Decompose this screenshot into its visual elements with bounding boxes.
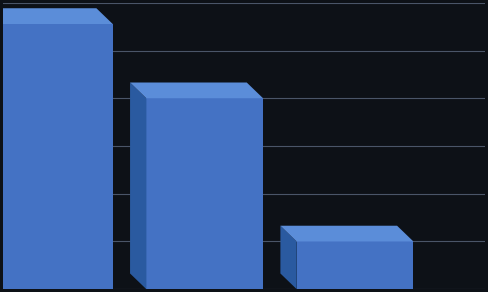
Polygon shape	[130, 83, 263, 98]
Polygon shape	[146, 98, 263, 289]
Polygon shape	[0, 24, 113, 289]
Polygon shape	[130, 83, 146, 289]
Polygon shape	[281, 226, 297, 289]
Polygon shape	[281, 226, 413, 241]
Polygon shape	[297, 241, 413, 289]
Polygon shape	[0, 8, 113, 24]
